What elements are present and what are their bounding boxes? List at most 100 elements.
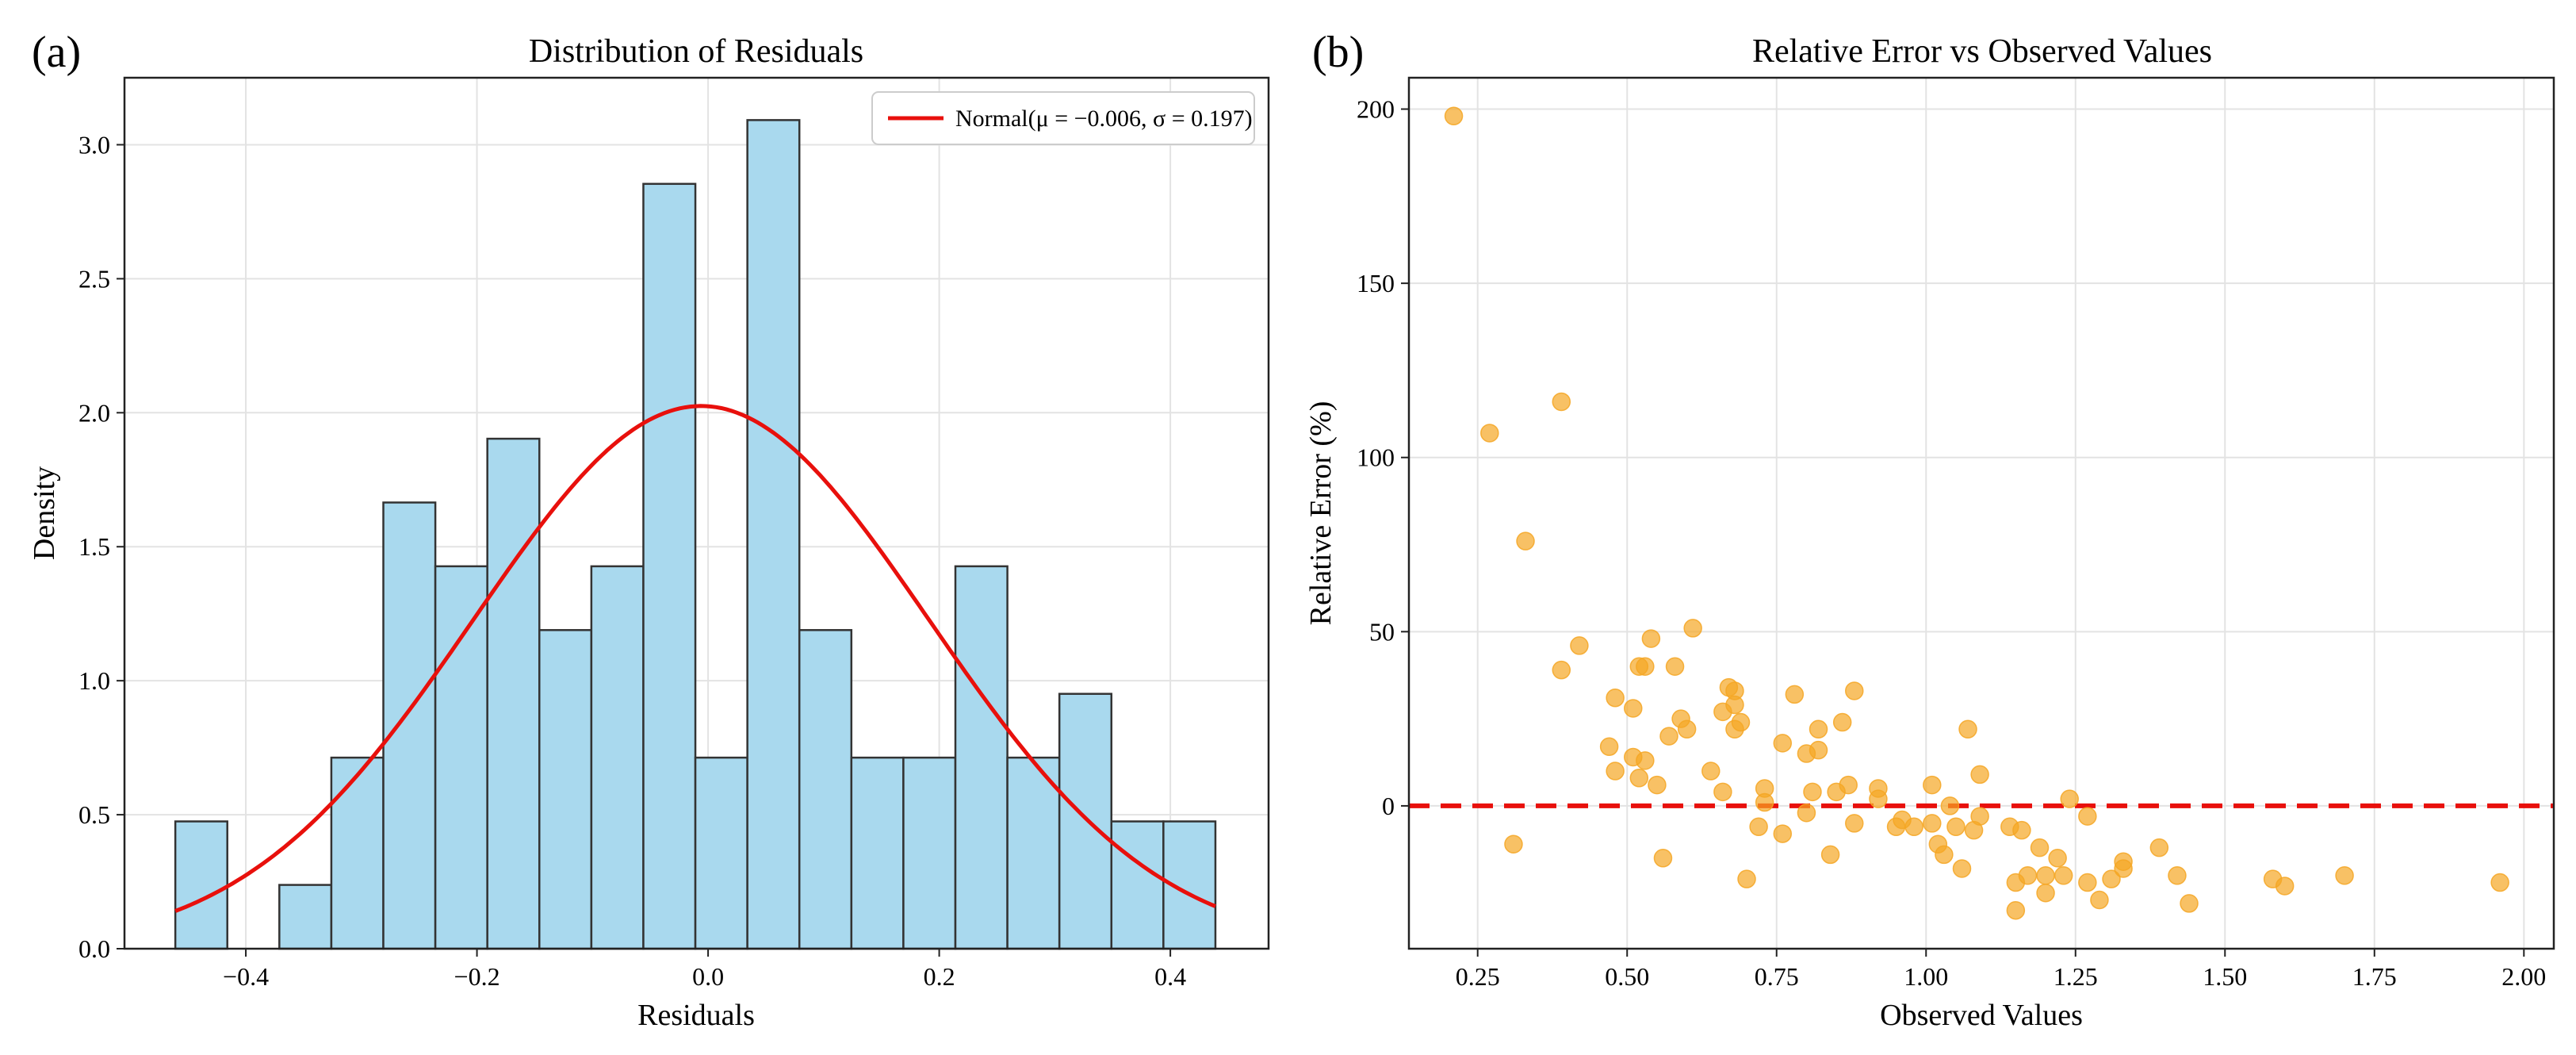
scatter-point-42	[1809, 719, 1828, 739]
x-tick-label-0: −0.4	[223, 962, 269, 991]
scatter-point-14	[1636, 657, 1655, 676]
histogram-bar-13	[850, 756, 905, 950]
x-tick-label-6: 1.75	[2352, 962, 2397, 991]
scatter-point-43	[1809, 740, 1828, 760]
histogram-bar-5	[434, 565, 488, 950]
histogram-bar-15	[954, 565, 1009, 950]
histogram-bar-4	[382, 501, 437, 950]
panel-a-y-ticks: 0.0 0.5 1.0 1.5 2.0 2.5 3.0	[78, 130, 124, 963]
scatter-point-0	[1444, 106, 1464, 126]
scatter-point-56	[1923, 775, 1942, 795]
y-tick-label-2: 1.0	[78, 666, 110, 695]
x-tick-label-4: 1.25	[2054, 962, 2098, 991]
scatter-point-5	[1552, 660, 1571, 680]
x-tick-label-2: 0.0	[692, 962, 724, 991]
histogram-bar-3	[330, 756, 385, 950]
panel-b-y-axis-label: Relative Error (%)	[1304, 401, 1338, 626]
panel-a-y-axis-label: Density	[28, 466, 61, 560]
panel-a-axes-frame	[123, 76, 1270, 950]
scatter-point-41	[1803, 782, 1822, 802]
histogram-bar-11	[746, 119, 801, 950]
scatter-point-65	[1970, 765, 1989, 785]
panel-a-label: (a)	[32, 28, 81, 77]
scatter-point-77	[2078, 807, 2097, 826]
scatter-point-32	[1737, 869, 1756, 888]
x-tick-label-0: 0.25	[1456, 962, 1500, 991]
scatter-point-22	[1677, 719, 1697, 739]
y-tick-label-1: 50	[1369, 617, 1395, 646]
histogram-bar-10	[694, 756, 748, 950]
scatter-point-89	[2490, 873, 2509, 892]
scatter-point-6	[1570, 636, 1589, 655]
x-tick-label-1: −0.2	[454, 962, 500, 991]
scatter-point-2	[1504, 834, 1523, 854]
panel-b-title: Relative Error vs Observed Values	[1752, 33, 2212, 70]
x-tick-label-1: 0.50	[1605, 962, 1649, 991]
histogram-bar-9	[642, 182, 697, 950]
scatter-point-7	[1599, 737, 1619, 757]
scatter-point-59	[1940, 796, 1960, 815]
scatter-point-82	[2114, 859, 2133, 878]
scatter-point-25	[1713, 782, 1732, 802]
y-tick-label-5: 2.5	[78, 264, 110, 293]
y-tick-label-6: 3.0	[78, 130, 110, 159]
scatter-point-72	[2036, 866, 2055, 885]
panel-b-x-axis-label: Observed Values	[1880, 999, 2083, 1032]
scatter-point-74	[2048, 849, 2067, 868]
y-tick-label-1: 0.5	[78, 800, 110, 829]
scatter-point-29	[1725, 681, 1744, 700]
x-tick-label-5: 1.50	[2203, 962, 2247, 991]
panel-b-y-ticks: 0 50 100 150 200	[1357, 95, 1409, 820]
scatter-point-33	[1749, 817, 1768, 837]
panel-b-gridlines	[1409, 78, 2554, 949]
histogram-bar-16	[1006, 756, 1061, 950]
y-tick-label-3: 150	[1357, 269, 1395, 297]
panel-b-x-ticks: 0.25 0.50 0.75 1.00 1.25 1.50 1.75 2.00	[1456, 949, 2546, 991]
panel-a-legend: Normal(μ = −0.006, σ = 0.197)	[871, 91, 1255, 145]
y-tick-label-4: 2.0	[78, 398, 110, 427]
scatter-point-19	[1659, 727, 1678, 746]
scatter-point-62	[1958, 719, 1977, 739]
scatter-point-36	[1773, 734, 1793, 753]
scatter-point-20	[1665, 657, 1685, 676]
scatter-point-78	[2078, 873, 2097, 892]
x-tick-label-3: 0.2	[924, 962, 955, 991]
scatter-point-9	[1606, 762, 1625, 781]
histogram-bar-17	[1058, 692, 1113, 950]
scatter-point-17	[1648, 775, 1667, 795]
y-tick-label-0: 0.0	[78, 934, 110, 963]
x-tick-label-2: 0.75	[1755, 962, 1799, 991]
scatter-point-69	[2012, 820, 2031, 840]
scatter-point-38	[1785, 685, 1805, 704]
scatter-point-35	[1755, 792, 1774, 812]
scatter-point-48	[1845, 814, 1864, 833]
scatter-point-60	[1946, 817, 1965, 837]
scatter-point-58	[1935, 845, 1954, 865]
scatter-point-47	[1839, 775, 1858, 795]
panel-b-axes-frame	[1407, 76, 2555, 950]
x-tick-label-4: 0.4	[1154, 962, 1186, 991]
panel-a: (a) Distribution of Residuals −0.4 −0.2 0.…	[28, 28, 1270, 1032]
scatter-point-83	[2149, 838, 2169, 857]
panel-b-points	[1444, 106, 2509, 920]
scatter-point-31	[1731, 712, 1751, 732]
scatter-point-84	[2168, 866, 2187, 885]
scatter-point-11	[1624, 699, 1643, 718]
histogram-bar-8	[590, 565, 645, 950]
panel-a-bars	[174, 119, 1217, 950]
scatter-point-23	[1683, 619, 1702, 638]
scatter-point-37	[1773, 824, 1793, 843]
scatter-point-79	[2090, 890, 2109, 910]
scatter-point-51	[1869, 789, 1888, 808]
panel-a-x-ticks: −0.4 −0.2 0.0 0.2 0.4	[223, 949, 1186, 991]
y-tick-label-2: 100	[1357, 443, 1395, 472]
x-tick-label-7: 2.00	[2501, 962, 2546, 991]
histogram-bar-7	[538, 629, 593, 950]
scatter-point-16	[1641, 629, 1661, 648]
scatter-point-46	[1832, 712, 1852, 732]
scatter-point-64	[1970, 807, 1989, 826]
scatter-point-75	[2054, 866, 2073, 885]
scatter-point-15	[1636, 751, 1655, 770]
scatter-point-67	[2006, 900, 2026, 920]
